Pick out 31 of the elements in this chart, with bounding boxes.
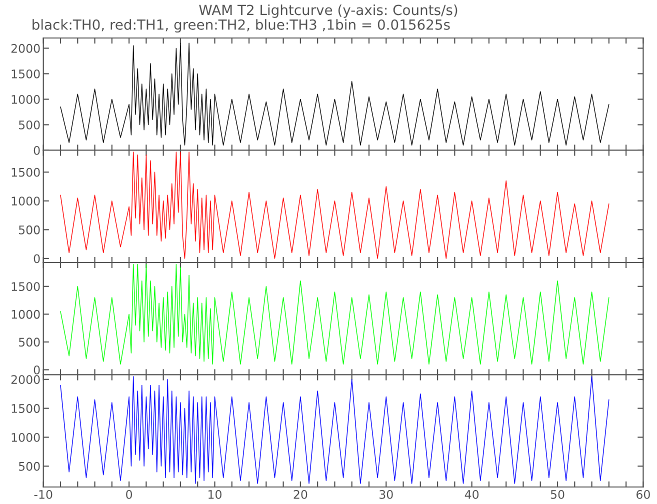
y-tick-label: 1000 (12, 94, 40, 104)
y-tick-label: 500 (18, 462, 40, 471)
y-tick-label: 500 (18, 225, 40, 234)
x-tick-label: -10 (34, 490, 52, 499)
x-tick-label: 10 (208, 490, 222, 499)
y-tick-label: 1500 (12, 168, 40, 177)
y-tick-label: 1500 (12, 282, 40, 292)
y-tick-label: 0 (34, 365, 40, 374)
chart-subtitle: black:TH0, red:TH1, green:TH2, blue:TH3 ,1bin = 0.015625s (32, 19, 450, 33)
line-series (60, 264, 610, 365)
y-tick-label: 1000 (12, 432, 40, 442)
y-tick-label: 0 (34, 146, 40, 155)
line-series (60, 42, 610, 146)
chart-title: WAM T2 Lightcurve (y-axis: Counts/s) (199, 4, 458, 18)
x-tick-label: 20 (294, 490, 308, 499)
y-tick-label: 1000 (12, 196, 40, 206)
line-series (60, 376, 610, 484)
x-tick-label: 40 (464, 490, 479, 499)
x-tick-label: 30 (380, 490, 393, 499)
y-tick-label: 500 (18, 120, 40, 130)
x-tick-label: 60 (636, 490, 650, 499)
line-series (60, 152, 610, 259)
x-tick-label: 0 (126, 490, 132, 499)
y-tick-label: 1000 (12, 310, 40, 319)
y-tick-label: 1500 (12, 404, 40, 413)
x-tick-label: 50 (550, 490, 564, 499)
y-tick-label: 0 (34, 254, 40, 264)
y-tick-label: 1500 (12, 69, 40, 78)
y-tick-label: 2000 (11, 375, 40, 384)
y-tick-label: 500 (18, 338, 40, 347)
y-tick-label: 2000 (11, 44, 40, 53)
